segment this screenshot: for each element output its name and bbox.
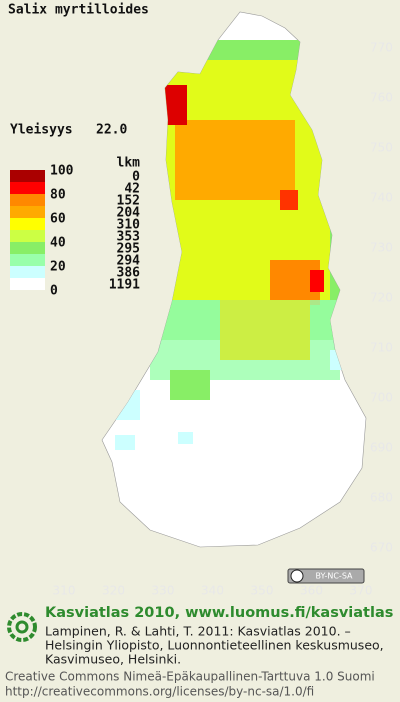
logo: [15, 620, 29, 634]
legend-scale-label: 40: [50, 236, 66, 251]
legend-scale-label: 0: [50, 284, 58, 299]
legend-scale-label: 20: [50, 260, 66, 275]
cells-top: [165, 85, 187, 125]
legend-count: 1191: [109, 278, 140, 293]
legend-colors: [10, 170, 45, 290]
northing-label: 770: [370, 41, 393, 55]
legend-count: 310: [117, 218, 141, 233]
legend-swatch: [10, 182, 45, 194]
legend-count: 0: [132, 170, 140, 185]
legend-swatch: [10, 206, 45, 218]
legend-count: 294: [117, 254, 141, 269]
cells-rare: [178, 432, 193, 444]
cells-rare: [102, 390, 140, 420]
cells-rare: [115, 435, 135, 450]
northing-label: 690: [370, 441, 393, 455]
legend-swatch: [10, 266, 45, 278]
easting-label: 360: [300, 584, 323, 598]
legend-count: 152: [117, 194, 140, 209]
title: Salix myrtilloides: [8, 3, 149, 18]
legend-count: 42: [124, 182, 140, 197]
cells-top: [280, 190, 298, 210]
easting-label: 320: [102, 584, 125, 598]
license-badge[interactable]: [287, 568, 365, 584]
northing-label: 700: [370, 391, 393, 405]
easting-label: 340: [201, 584, 224, 598]
legend-swatch: [10, 170, 45, 182]
legend-swatch: [10, 194, 45, 206]
frequency-label: Yleisyys: [10, 123, 73, 138]
cells-rare: [330, 350, 360, 370]
legend-count: 386: [117, 266, 141, 281]
citation-line: Kasvimuseo, Helsinki.: [45, 652, 181, 667]
cells-high: [175, 120, 295, 200]
legend-swatch: [10, 254, 45, 266]
legend-count: 295: [117, 242, 140, 257]
legend-count: 353: [117, 230, 140, 245]
northing-label: 750: [370, 141, 393, 155]
northing-label: 760: [370, 91, 393, 105]
cells-mid: [220, 300, 310, 360]
license-line[interactable]: http://creativecommons.org/licenses/by-n…: [5, 685, 314, 699]
frequency-value: 22.0: [96, 123, 127, 138]
citation-line: Lampinen, R. & Lahti, T. 2011: Kasviatla…: [45, 624, 351, 639]
northing-label: 670: [370, 541, 393, 555]
count-header: lkm: [117, 156, 141, 171]
cells-low: [170, 370, 210, 400]
legend-swatch: [10, 278, 45, 290]
license-badge-text: BY-NC-SA: [315, 572, 353, 581]
easting-label: 310: [53, 584, 76, 598]
legend-swatch: [10, 218, 45, 230]
legend-swatch: [10, 242, 45, 254]
easting-label: 370: [350, 584, 373, 598]
logo: [7, 612, 37, 642]
northing-label: 740: [370, 191, 393, 205]
legend-swatch: [10, 230, 45, 242]
license-line: Creative Commons Nimeä-Epäkaupallinen-Ta…: [5, 670, 375, 684]
easting-label: 350: [251, 584, 274, 598]
cells-top: [310, 270, 324, 292]
legend-scale-label: 100: [50, 164, 74, 179]
northing-label: 720: [370, 291, 393, 305]
footer-heading[interactable]: Kasviatlas 2010, www.luomus.fi/kasviatla…: [45, 605, 393, 621]
legend-count: 204: [117, 206, 141, 221]
distribution-grid: [102, 40, 360, 450]
northing-label: 730: [370, 241, 393, 255]
legend-scale-label: 60: [50, 212, 66, 227]
northing-label: 680: [370, 491, 393, 505]
easting-label: 330: [152, 584, 175, 598]
citation-line: Helsingin Yliopisto, Luonnontieteellinen…: [45, 638, 384, 653]
northing-label: 710: [370, 341, 393, 355]
cc-icon: [290, 569, 304, 583]
legend-scale-label: 80: [50, 188, 66, 203]
